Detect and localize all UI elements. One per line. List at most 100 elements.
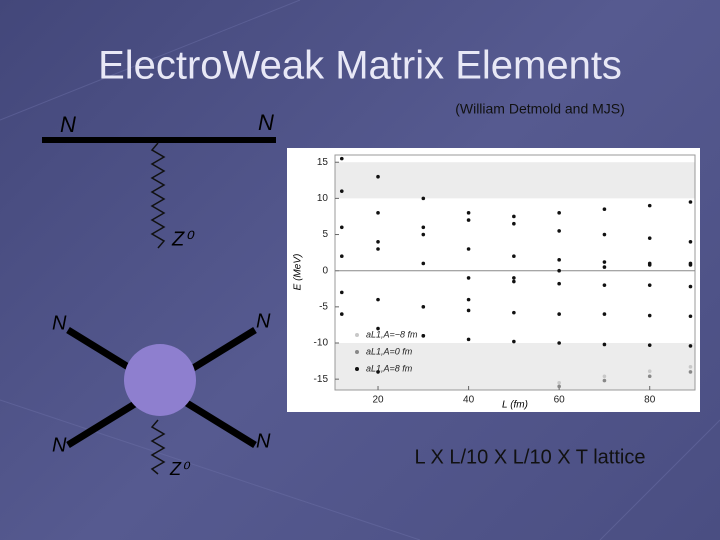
point [512,279,516,284]
point [376,326,380,331]
point [421,305,426,309]
point [688,284,693,289]
point [512,214,516,219]
point [602,312,607,316]
boson-line [150,419,166,475]
y-tick-label: 15 [317,157,329,168]
point [602,378,607,383]
point [512,310,516,315]
label: N [256,310,271,332]
legend-marker [355,350,359,354]
point [557,341,561,345]
label: Z⁰ [171,228,195,250]
point [376,297,380,302]
point [688,261,693,266]
point [466,308,471,313]
point [557,281,561,286]
point [421,261,426,266]
point [376,174,380,179]
label: N [52,434,67,456]
point [647,369,652,374]
point [602,260,607,264]
point [466,211,471,215]
x-axis-label: L (fm) [502,400,528,411]
point [602,232,607,237]
point [647,283,652,287]
point [339,254,344,259]
point [602,207,607,212]
x-tick-label: 60 [554,395,566,406]
legend-marker [355,367,359,371]
point [376,370,380,374]
boson-line [150,142,166,249]
x-tick-label: 40 [463,395,475,406]
label: N [256,430,271,452]
title: ElectroWeak Matrix Elements [98,44,622,88]
point [647,203,652,208]
point [647,374,652,379]
point [466,247,471,251]
point [688,200,693,204]
label: N [52,312,67,334]
vertex-blob [124,344,196,416]
label: N [60,112,76,137]
point [376,211,380,215]
y-tick-label: 10 [317,193,329,204]
point [339,156,344,161]
point [602,283,607,287]
band [335,343,695,390]
point [688,370,693,374]
y-tick-label: -5 [319,301,328,312]
point [557,384,561,389]
y-tick-label: -15 [314,374,329,385]
caption: L X L/10 X L/10 X T lattice [415,446,646,468]
x-tick-label: 80 [644,395,656,406]
band [335,162,695,199]
point [647,263,652,267]
point [421,196,426,201]
point [557,380,561,385]
point [339,290,344,295]
y-tick-label: 0 [322,265,328,276]
chart: -15 -10 -5 0 5 10 15 20 40 60 80 L (fm) E (MeV) aL1,A… [293,154,696,411]
point [647,236,652,240]
point [557,312,561,316]
point [602,342,607,347]
subtitle: (William Detmold and MJS) [455,101,625,117]
point [466,337,471,342]
point [421,333,426,338]
point [376,239,380,244]
plot-frame [334,154,696,391]
point [376,247,380,251]
y-tick-label: -10 [314,338,329,349]
point [557,268,561,273]
label: Z⁰ [169,459,191,479]
legend-marker [355,333,359,337]
y-tick-label: 5 [322,229,328,240]
point [466,297,471,302]
point [512,254,516,259]
point [421,232,426,237]
legend-label: aL1,A=8 fm [366,363,413,373]
point [688,365,693,369]
point [512,276,516,280]
point [557,229,561,233]
point [688,239,693,244]
point [339,225,344,230]
point [466,218,471,222]
point [688,344,693,348]
label: N [258,110,274,135]
point [512,339,516,344]
x-tick-label: 20 [372,395,384,406]
point [466,276,471,280]
point [647,343,652,347]
point [647,313,652,318]
point [512,221,516,226]
point [557,211,561,215]
point [339,189,344,193]
legend-label: aL1,A=−8 fm [366,329,418,339]
y-axis-label: E (MeV) [293,254,304,291]
